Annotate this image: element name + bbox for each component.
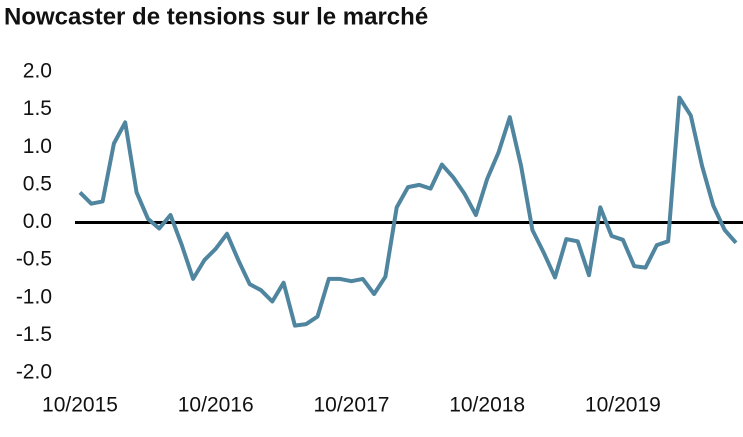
data-line xyxy=(78,95,738,328)
y-tick-label: -1.0 xyxy=(16,285,52,308)
x-tick-label: 10/2018 xyxy=(449,394,525,417)
chart-title: Nowcaster de tensions sur le marché xyxy=(4,3,428,30)
y-tick-label: 1.0 xyxy=(23,135,52,158)
y-tick-label: 2.0 xyxy=(23,60,52,83)
x-tick-label: 10/2015 xyxy=(42,394,118,417)
x-tick-label: 10/2019 xyxy=(585,394,661,417)
y-tick-label: 1.5 xyxy=(23,97,52,120)
x-tick-label: 10/2017 xyxy=(313,394,389,417)
y-tick-label: 0.0 xyxy=(23,210,52,233)
y-tick-label: -1.5 xyxy=(16,323,52,346)
y-tick-label: -0.5 xyxy=(16,248,52,271)
y-tick-label: 0.5 xyxy=(23,172,52,195)
x-tick-label: 10/2016 xyxy=(178,394,254,417)
y-tick-label: -2.0 xyxy=(16,361,52,384)
